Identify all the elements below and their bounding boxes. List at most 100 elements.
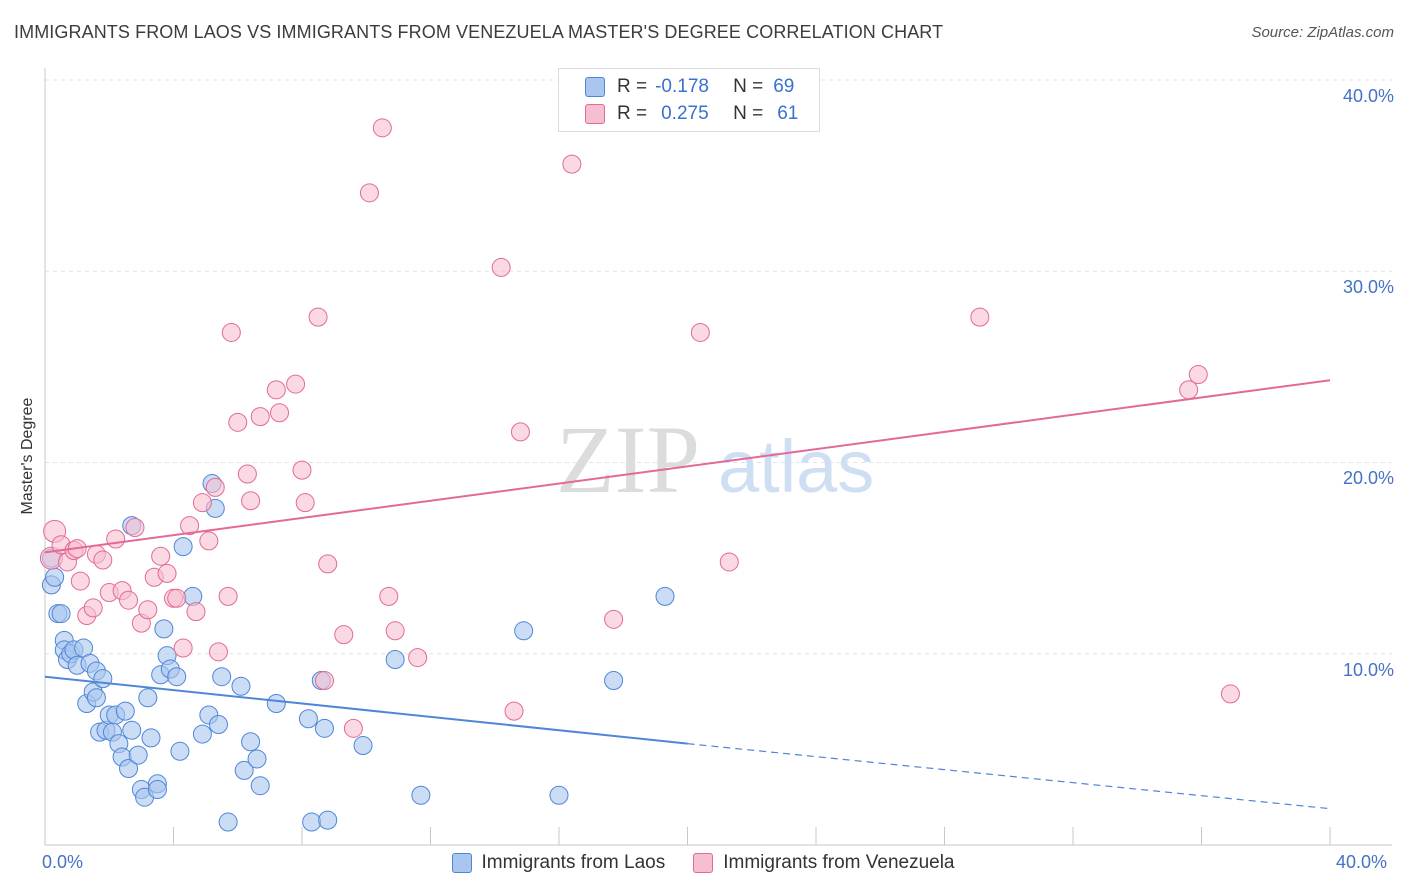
venezuela-n-value: 61 [777,103,799,124]
y-tick-label-20: 20.0% [1342,468,1394,488]
laos-point [314,718,334,738]
y-tick-label-10: 10.0% [1342,660,1394,680]
laos-point [93,669,113,689]
venezuela-point [125,518,145,538]
watermark: ZIP atlas [556,406,874,513]
laos-point [353,736,373,756]
venezuela-point [218,586,238,606]
laos-point [218,812,238,832]
laos-point [128,745,148,765]
venezuela-legend-swatch [693,853,714,873]
venezuela-point [70,571,90,591]
laos-point [231,676,251,696]
laos-point [154,619,174,639]
venezuela-point [250,407,270,427]
laos-point [115,701,135,721]
laos-n-label: N = [733,76,764,97]
venezuela-point [1188,365,1208,385]
laos-point [266,693,286,713]
venezuela-point [359,183,379,203]
venezuela-point [562,154,582,174]
laos-point [45,567,65,587]
series-legend: Immigrants from Laos Immigrants from Ven… [0,852,1406,874]
laos-r-label: R = [617,76,648,97]
venezuela-series [39,118,1240,738]
venezuela-point [334,625,354,645]
laos-point [183,586,203,606]
laos-point [655,586,675,606]
venezuela-n-label: N = [733,103,764,124]
laos-point [170,741,190,761]
venezuela-point [173,638,193,658]
venezuela-point [119,590,139,610]
laos-point [167,667,187,687]
laos-point [604,671,624,691]
laos-point [86,688,106,708]
axes [44,68,1392,846]
legend-row-laos: R = -0.178 N = 69 [585,75,794,99]
venezuela-point [491,257,511,277]
venezuela-point [286,374,306,394]
venezuela-point [186,602,206,622]
laos-point [173,537,193,557]
venezuela-point [510,422,530,442]
laos-trend-line [44,675,688,745]
venezuela-point [1179,380,1199,400]
venezuela-point [208,642,228,662]
venezuela-point [228,412,248,432]
venezuela-point [93,550,113,570]
laos-point [385,649,405,669]
y-tick-label-40: 40.0% [1342,86,1394,106]
source-label: Source: ZipAtlas.com [1251,24,1394,41]
legend-item-laos[interactable]: Immigrants from Laos [451,852,666,874]
laos-point [122,720,142,740]
venezuela-point [167,588,187,608]
venezuela-r-value: 0.275 [661,103,709,124]
venezuela-point [157,563,177,583]
laos-r-value: -0.178 [655,76,709,97]
venezuela-point [379,586,399,606]
laos-trend-extension [687,743,1331,810]
venezuela-point [314,671,334,691]
laos-legend-label: Immigrants from Laos [481,852,666,873]
laos-point [241,732,261,752]
laos-point [147,780,167,800]
venezuela-point [719,552,739,572]
venezuela-point [237,464,257,484]
laos-swatch [585,77,605,97]
trend-lines [44,379,1331,810]
venezuela-point [318,554,338,574]
laos-point [192,724,212,744]
watermark-zip: ZIP [556,406,700,513]
legend-row-venezuela: R = 0.275 N = 61 [585,102,798,126]
venezuela-swatch [585,104,605,124]
laos-point [514,621,534,641]
venezuela-point [292,460,312,480]
laos-point [138,688,158,708]
venezuela-point [1220,684,1240,704]
venezuela-trend-line [44,379,1331,554]
x-tick-label-min: 0.0% [42,852,84,872]
venezuela-point [372,118,392,138]
venezuela-point [295,493,315,513]
venezuela-point [138,600,158,620]
laos-point [318,810,338,830]
venezuela-point [241,491,261,511]
laos-point [250,776,270,796]
venezuela-point [205,477,225,497]
watermark-atlas: atlas [718,425,874,508]
stats-legend: R = -0.178 N = 69 R = 0.275 N = 61 [558,68,820,132]
venezuela-point [151,546,171,566]
venezuela-point [106,529,126,549]
venezuela-point [221,322,241,342]
venezuela-point [270,403,290,423]
venezuela-point [199,531,219,551]
laos-point [298,709,318,729]
laos-point [549,785,569,805]
legend-item-venezuela[interactable]: Immigrants from Venezuela [693,852,955,874]
laos-point [208,715,228,735]
grid-lines [45,79,1392,655]
venezuela-legend-label: Immigrants from Venezuela [723,852,955,873]
venezuela-point [192,493,212,513]
